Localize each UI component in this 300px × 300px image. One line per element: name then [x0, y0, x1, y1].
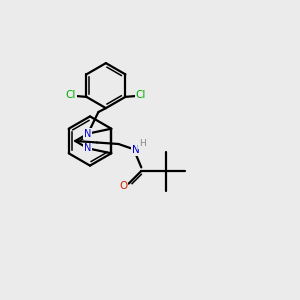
- Text: H: H: [139, 139, 146, 148]
- Text: O: O: [119, 181, 128, 191]
- Text: N: N: [84, 129, 92, 139]
- Text: Cl: Cl: [66, 90, 76, 100]
- Text: N: N: [132, 145, 140, 155]
- Text: Cl: Cl: [136, 90, 146, 100]
- Text: N: N: [84, 143, 92, 153]
